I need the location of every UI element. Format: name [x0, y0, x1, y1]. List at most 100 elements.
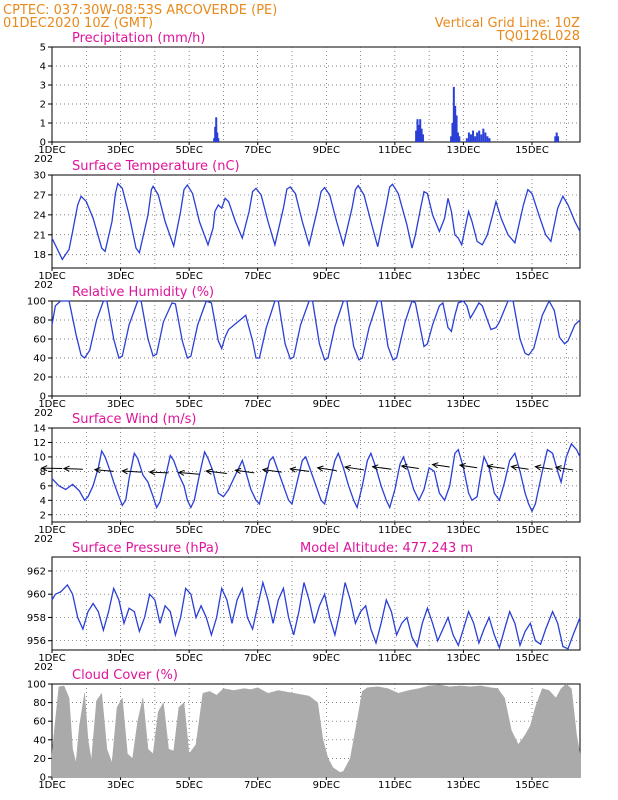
precip-xtick-label: 15DEC: [515, 145, 549, 156]
wind-ytick-label: 12: [33, 438, 46, 449]
cloud-xtick-label: 11DEC: [378, 780, 412, 791]
wind-xtick-label: 7DEC: [244, 525, 271, 536]
temp-panel: 18 21 24 27 30 Surface Temperature (nC) 1DEC 3D…: [33, 159, 581, 291]
precip-bar: [456, 132, 459, 142]
wind-arrow-head: [371, 464, 379, 471]
precip-title: Precipitation (mm/h): [72, 31, 205, 46]
wind-arrow-shaft: [535, 466, 553, 470]
rh-ytick-label: 40: [33, 354, 46, 365]
wind-arrow-head: [62, 465, 70, 472]
wind-xtick-label: 15DEC: [515, 525, 549, 536]
wind-panel: 2 4 6 8 10 12 14 Surface Wind (m/s) 1DEC 3DEC 5DEC…: [33, 412, 581, 545]
precip-xtick-label: 13DEC: [447, 145, 481, 156]
rh-year-label: 202: [34, 408, 53, 419]
temp-ytick-label: 24: [33, 210, 46, 221]
temp-year-label: 202: [34, 280, 53, 291]
rh-frame: [51, 300, 581, 397]
wind-ytick-label: 8: [40, 467, 46, 478]
precip-bar: [557, 136, 560, 142]
pres-ytick-label: 958: [27, 613, 46, 624]
wind-arrow-head: [486, 463, 494, 470]
temp-xtick-label: 1DEC: [38, 271, 65, 282]
pres-panel: 956 958 960 962 Surface Pressure (hPa) Model …: [27, 541, 581, 673]
precip-panel: 0 1 2 3 4 5 Precipitation (mm/h) 1DEC 3DEC 5DEC 7D…: [34, 31, 581, 165]
pres-frame: [51, 556, 581, 651]
pres-xtick-label: 5DEC: [175, 653, 202, 664]
precip-bar: [465, 138, 468, 142]
precip-xtick-label: 9DEC: [313, 145, 340, 156]
precip-year-label: 202: [34, 154, 53, 165]
rh-ytick-label: 80: [33, 316, 46, 327]
precip-xtick-label: 11DEC: [378, 145, 412, 156]
cloud-xtick-label: 5DEC: [175, 780, 202, 791]
wind-arrow-shaft: [262, 469, 282, 473]
rh-xtick-label: 15DEC: [515, 399, 549, 410]
rh-ytick-label: 20: [33, 373, 46, 384]
pres-note: Model Altitude: 477.243 m: [300, 541, 473, 556]
pres-ytick-label: 956: [27, 636, 46, 647]
pres-ytick-label: 962: [27, 566, 46, 577]
precip-ytick-label: 2: [40, 100, 46, 111]
precip-bar: [214, 126, 217, 142]
wind-ytick-label: 4: [40, 496, 46, 507]
temp-ytick-label: 30: [33, 171, 46, 182]
precip-bar: [476, 132, 479, 142]
wind-arrow-shaft: [206, 470, 227, 475]
rh-xtick-label: 11DEC: [378, 399, 412, 410]
wind-arrow-shaft: [149, 471, 169, 474]
cloud-xtick-label: 3DEC: [107, 780, 134, 791]
pres-series-line: [51, 580, 581, 650]
wind-arrow-shaft: [372, 466, 392, 470]
pres-xtick-label: 3DEC: [107, 653, 134, 664]
wind-arrow-head: [93, 467, 101, 474]
rh-xtick-label: 5DEC: [175, 399, 202, 410]
wind-arrow-head: [289, 466, 297, 473]
wind-arrow-shaft: [401, 465, 419, 469]
wind-ytick-label: 2: [40, 510, 46, 521]
precip-bar: [417, 124, 420, 142]
cloud-panel: 0 20 40 60 80 100 Cloud Cover (%) 1DEC 3DEC 5DEC 7…: [27, 668, 581, 791]
precip-bar: [555, 132, 558, 142]
cloud-xtick-label: 9DEC: [313, 780, 340, 791]
wind-arrow-head: [261, 467, 269, 474]
precip-bar: [452, 86, 455, 142]
cloud-xtick-label: 1DEC: [38, 780, 65, 791]
precip-bar: [486, 136, 489, 142]
pres-year-label: 202: [34, 662, 53, 673]
wind-arrow-head: [458, 462, 466, 470]
rh-xtick-label: 3DEC: [107, 399, 134, 410]
wind-xtick-label: 1DEC: [38, 525, 65, 536]
wind-xtick-label: 5DEC: [175, 525, 202, 536]
temp-xtick-label: 11DEC: [378, 271, 412, 282]
rh-xtick-label: 7DEC: [244, 399, 271, 410]
wind-year-label: 202: [34, 534, 53, 545]
precip-frame: [51, 46, 581, 143]
precip-bar: [469, 134, 472, 142]
precip-ytick-label: 1: [40, 119, 46, 130]
precip-bar: [215, 117, 218, 142]
rh-ytick-label: 0: [40, 392, 46, 403]
wind-arrow-head: [40, 465, 48, 472]
rh-ytick-label: 100: [27, 297, 46, 308]
header-run-time: 01DEC2020 10Z (GMT): [3, 16, 153, 31]
wind-xtick-label: 9DEC: [313, 525, 340, 536]
cloud-xtick-label: 13DEC: [447, 780, 481, 791]
wind-arrow-head: [121, 468, 128, 475]
wind-arrow-shaft: [511, 466, 529, 470]
wind-arrow-shaft: [235, 469, 255, 474]
temp-title: Surface Temperature (nC): [72, 159, 240, 174]
wind-arrow-shaft: [178, 471, 200, 475]
precip-xtick-label: 7DEC: [244, 145, 271, 156]
precip-bar: [213, 138, 216, 142]
rh-panel: 0 20 40 60 80 100 Relative Humidity (%) 1DEC 3DE…: [27, 285, 581, 419]
pres-title: Surface Pressure (hPa): [72, 541, 219, 556]
pres-xtick-label: 15DEC: [515, 653, 549, 664]
wind-arrow-head: [316, 465, 324, 472]
temp-ytick-label: 21: [33, 230, 46, 241]
cloud-ytick-label: 0: [40, 773, 46, 784]
temp-xtick-label: 13DEC: [447, 271, 481, 282]
precip-bar: [421, 134, 424, 142]
header-location: CPTEC: 037:30W-08:53S ARCOVERDE (PE): [3, 3, 277, 18]
wind-arrow-head: [510, 464, 518, 471]
